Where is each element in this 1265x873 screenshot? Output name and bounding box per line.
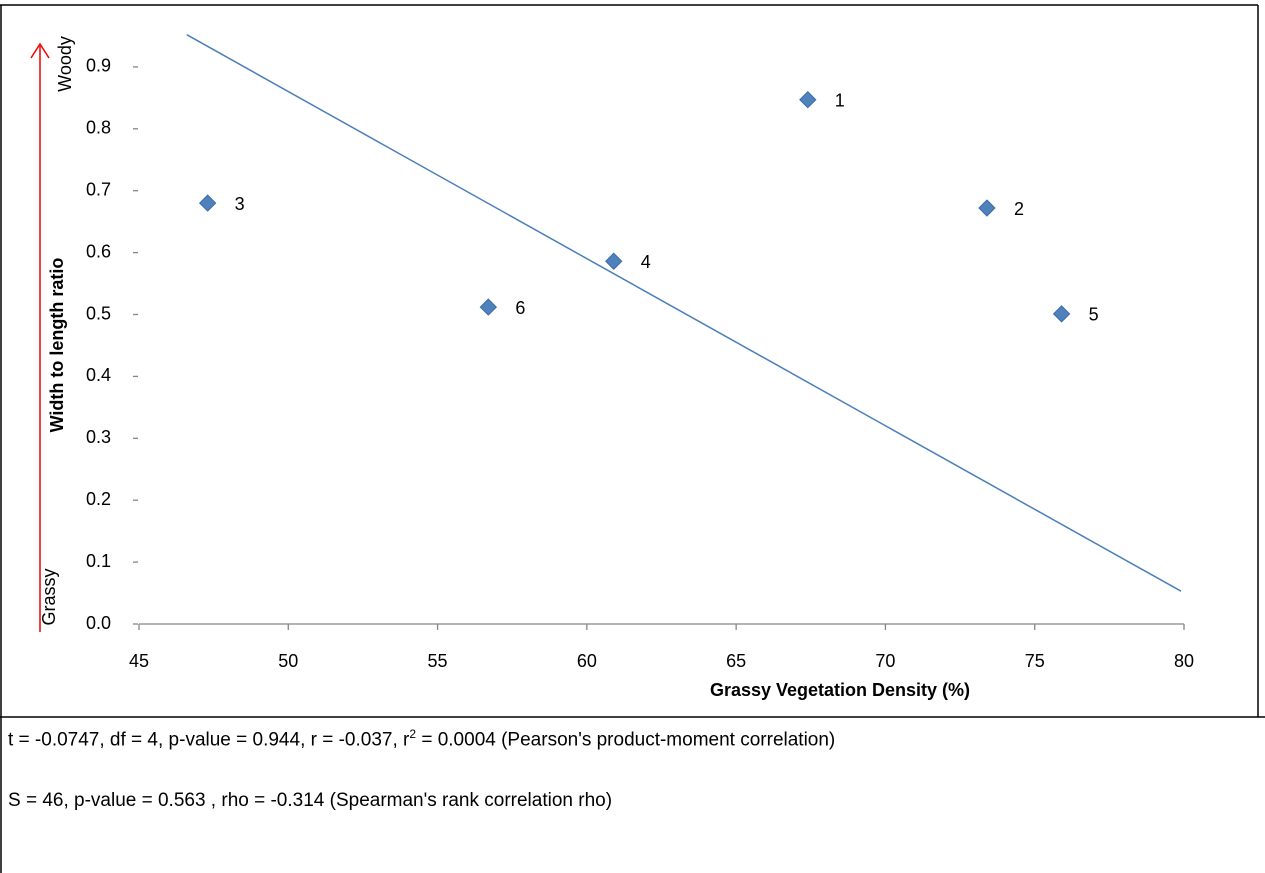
point-label: 2 bbox=[1014, 199, 1024, 219]
x-tick-label: 75 bbox=[1025, 651, 1045, 671]
axis-arrow-head bbox=[30, 42, 50, 59]
y-tick-label: 0.1 bbox=[86, 551, 111, 571]
x-tick-label: 70 bbox=[875, 651, 895, 671]
trendline bbox=[186, 34, 1182, 592]
x-tick-label: 80 bbox=[1174, 651, 1194, 671]
stats-text: t = -0.0747, df = 4, p-value = 0.944, r … bbox=[8, 729, 410, 751]
point bbox=[605, 252, 623, 270]
point bbox=[799, 90, 817, 109]
point bbox=[198, 194, 217, 212]
point-label: 1 bbox=[835, 90, 845, 110]
x-tick-label: 45 bbox=[129, 651, 149, 671]
stats-superscript: 2 bbox=[409, 727, 417, 741]
point bbox=[479, 298, 498, 316]
y-tick-label: 0.9 bbox=[86, 56, 111, 76]
y-tick-label: 0.4 bbox=[86, 365, 111, 385]
spearman-stats: S = 46, p-value = 0.563 , rho = -0.314 (… bbox=[8, 790, 613, 811]
stats-text: = 0.0004 (Pearson's product-moment corre… bbox=[416, 729, 836, 751]
pearson-stats: t = -0.0747, df = 4, p-value = 0.944, r … bbox=[8, 727, 835, 751]
y-tick-label: 0.0 bbox=[86, 613, 111, 633]
y-tick-label: 0.6 bbox=[86, 241, 111, 261]
x-axis-label: Grassy Vegetation Density (%) bbox=[710, 680, 970, 700]
point-label: 6 bbox=[515, 298, 525, 318]
annotation: Woody bbox=[55, 36, 75, 92]
point-label: 5 bbox=[1089, 305, 1099, 325]
x-tick-label: 50 bbox=[278, 651, 298, 671]
y-axis-label: Width to length ratio bbox=[47, 258, 67, 433]
point-label: 4 bbox=[641, 252, 651, 272]
x-tick-label: 60 bbox=[577, 651, 597, 671]
y-tick-label: 0.3 bbox=[86, 427, 111, 447]
y-tick-label: 0.8 bbox=[86, 118, 111, 138]
y-tick-label: 0.7 bbox=[86, 179, 111, 199]
x-tick-label: 55 bbox=[428, 651, 448, 671]
x-tick-label: 65 bbox=[726, 651, 746, 671]
point-label: 3 bbox=[235, 194, 245, 214]
annotation: Grassy bbox=[39, 568, 59, 625]
point bbox=[1052, 305, 1071, 323]
y-tick-label: 0.2 bbox=[86, 489, 111, 509]
y-tick-label: 0.5 bbox=[86, 303, 111, 323]
point bbox=[978, 199, 996, 217]
